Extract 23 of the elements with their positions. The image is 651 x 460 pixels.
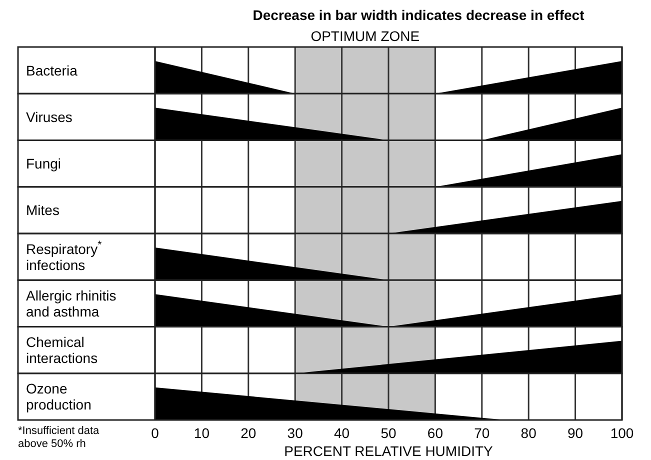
- x-tick-label: 20: [240, 425, 256, 441]
- x-tick-label: 40: [334, 425, 350, 441]
- x-tick-label: 10: [194, 425, 210, 441]
- x-tick-label: 80: [520, 425, 537, 441]
- x-tick-label: 30: [287, 425, 304, 441]
- y-axis-title: Mites: [26, 202, 60, 218]
- x-tick-label: 90: [568, 425, 584, 441]
- x-tick-label: 60: [427, 425, 444, 441]
- x-tick-label: 100: [610, 425, 634, 441]
- band-label: OPTIMUM ZONE: [310, 28, 420, 44]
- chart-title: Decrease in bar width indicates decrease in effect: [252, 7, 585, 23]
- text: *Insufficient data above 50% rh: [18, 425, 100, 450]
- x-axis-title: PERCENT RELATIVE HUMIDITY: [284, 443, 494, 459]
- x-tick-label: 70: [474, 425, 490, 441]
- y-axis-title: Chemical interactions: [26, 334, 98, 366]
- x-tick-label: 0: [151, 425, 160, 441]
- x-tick-label: 50: [380, 425, 396, 441]
- y-axis-title: Bacteria: [26, 62, 78, 78]
- text: Respiratory$^{*}$ infections: [26, 238, 102, 273]
- y-axis-title: Viruses: [26, 108, 72, 125]
- y-axis-title: Fungi: [26, 156, 62, 172]
- y-axis-title: Allergic rhinitis and asthma: [26, 287, 116, 320]
- y-axis-title: Ozone production: [26, 380, 92, 413]
